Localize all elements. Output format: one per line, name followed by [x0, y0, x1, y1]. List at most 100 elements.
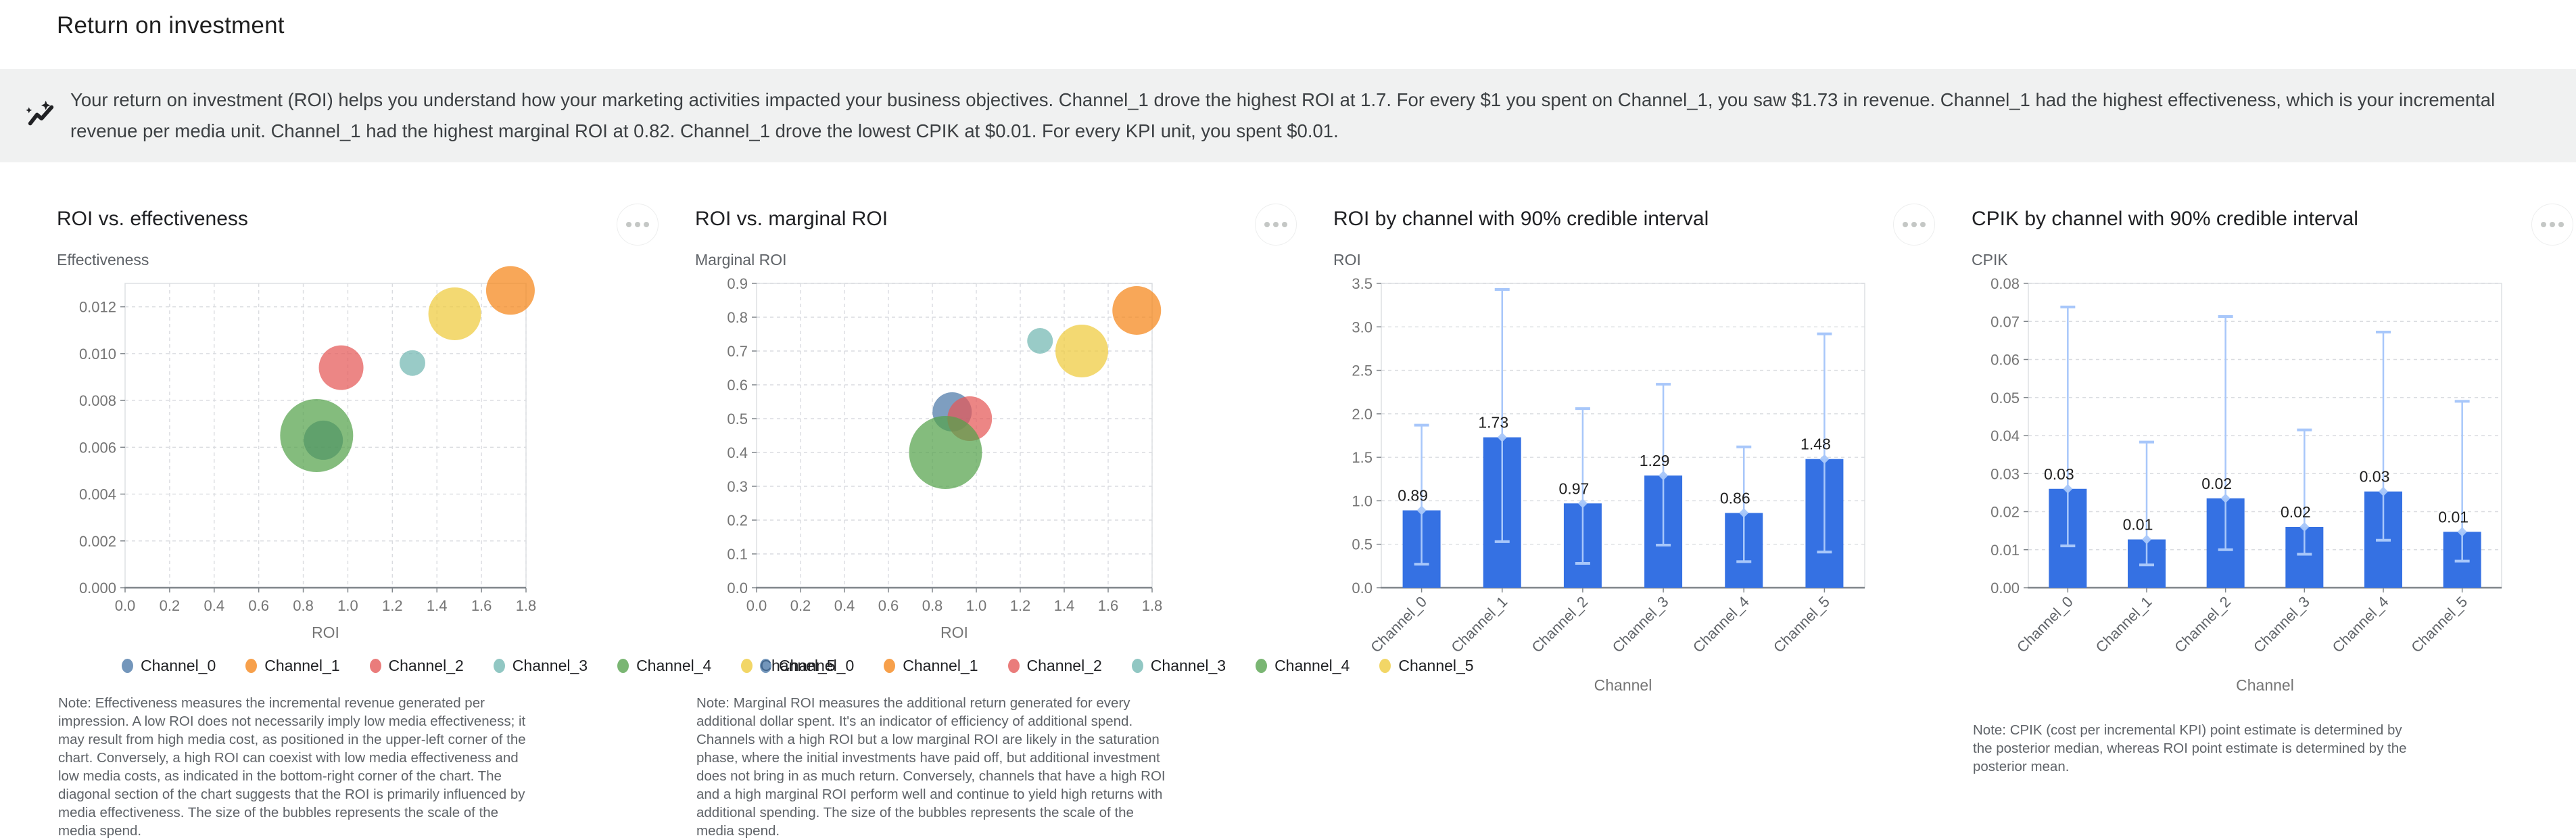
legend-item-Channel_3: Channel_3 [1131, 657, 1226, 675]
legend-label: Channel_4 [1274, 656, 1350, 674]
legend-swatch [1131, 658, 1143, 673]
svg-text:0.4: 0.4 [727, 444, 748, 461]
more-options-button[interactable] [617, 204, 659, 246]
svg-text:1.2: 1.2 [1010, 597, 1031, 614]
svg-text:2.0: 2.0 [1352, 406, 1373, 423]
insight-banner: Your return on investment (ROI) helps yo… [0, 69, 2576, 162]
svg-text:1.0: 1.0 [966, 597, 987, 614]
y-axis-title: CPIK [1972, 251, 2008, 269]
bubble-Channel_4 [280, 399, 354, 472]
more-options-button[interactable] [1255, 204, 1297, 246]
chart-title: ROI vs. effectiveness [57, 208, 248, 230]
svg-text:0.0: 0.0 [746, 597, 767, 614]
category-label: Channel_3 [1609, 593, 1672, 656]
svg-text:0.010: 0.010 [79, 346, 116, 363]
svg-text:3.0: 3.0 [1352, 319, 1373, 335]
svg-text:0.9: 0.9 [727, 275, 748, 292]
bubble-Channel_2 [318, 345, 364, 390]
ellipsis-icon [635, 222, 640, 227]
page-title: Return on investment [57, 12, 285, 39]
legend-label: Channel_1 [264, 656, 340, 674]
bar-svg: 0.00 0.01 0.02 0.03 0.04 0.05 0.06 0.07 0.08 0.03… [1990, 275, 2502, 694]
svg-text:0.08: 0.08 [1990, 275, 2020, 292]
svg-text:0.008: 0.008 [79, 392, 116, 409]
category-label: Channel_2 [2171, 593, 2234, 656]
svg-text:0.5: 0.5 [727, 411, 748, 427]
more-options-button[interactable] [2531, 204, 2573, 246]
svg-text:0.7: 0.7 [727, 343, 748, 360]
charts-row: ROI vs. effectiveness Effectiveness 0.0 0… [0, 204, 2576, 840]
svg-text:0.1: 0.1 [727, 546, 748, 563]
chart-card-roi-vs-marginal-roi: ROI vs. marginal ROI Marginal ROI 0.0 0.2… [692, 204, 1474, 840]
svg-text:0.03: 0.03 [1990, 465, 2020, 482]
svg-text:0.8: 0.8 [727, 309, 748, 326]
insights-sparkle-icon [26, 99, 57, 134]
y-axis-title: ROI [1333, 251, 1361, 269]
svg-text:0.8: 0.8 [922, 597, 943, 614]
bubble-Channel_5 [428, 287, 481, 340]
chart-title: ROI by channel with 90% credible interva… [1333, 208, 1709, 230]
scatter-svg: 0.0 0.2 0.4 0.6 0.8 1.0 1.2 1.4 1.6 1.8 0.0 0.1 0.2 0… [727, 275, 1162, 641]
bar-value-label: 0.89 [1398, 487, 1428, 505]
legend-label: Channel_0 [779, 656, 855, 674]
category-label: Channel_3 [2250, 593, 2313, 656]
category-label: Channel_5 [2408, 593, 2471, 656]
svg-text:ROI: ROI [940, 624, 968, 641]
legend-item-Channel_4: Channel_4 [617, 657, 711, 675]
more-options-button[interactable] [1893, 204, 1935, 246]
svg-text:1.5: 1.5 [1352, 449, 1373, 466]
svg-text:1.8: 1.8 [516, 597, 537, 614]
category-label: Channel_4 [2329, 593, 2392, 656]
chart-card-cpik-by-channel: CPIK by channel with 90% credible interv… [1969, 204, 2576, 840]
chart-card-roi-by-channel: ROI by channel with 90% credible interva… [1331, 204, 1939, 840]
legend-swatch [617, 658, 629, 673]
bubble-Channel_1 [1112, 286, 1162, 335]
svg-text:0.05: 0.05 [1990, 390, 2020, 406]
svg-text:0.04: 0.04 [1990, 427, 2020, 444]
svg-text:Channel: Channel [2236, 676, 2294, 694]
chart-note: Note: Marginal ROI measures the addition… [696, 695, 1166, 839]
scatter-plot: 0.0 0.2 0.4 0.6 0.8 1.0 1.2 1.4 1.6 1.8 0.0 0.1 0.2 0… [692, 275, 1301, 645]
bar-value-label: 0.02 [2281, 503, 2311, 521]
category-label: Channel_5 [1770, 593, 1833, 656]
chart-legend: Channel_0 Channel_1 Channel_2 Channel_3 Chan… [122, 655, 836, 676]
svg-text:0.2: 0.2 [790, 597, 811, 614]
svg-text:0.6: 0.6 [727, 377, 748, 394]
svg-text:1.0: 1.0 [1352, 492, 1373, 509]
svg-text:0.4: 0.4 [834, 597, 855, 614]
svg-text:0.6: 0.6 [878, 597, 899, 614]
legend-label: Channel_5 [760, 656, 836, 674]
legend-swatch [1256, 658, 1268, 673]
category-label: Channel_1 [2093, 593, 2155, 656]
svg-text:0.07: 0.07 [1990, 313, 2020, 330]
bar-value-label: 0.01 [2123, 516, 2153, 534]
svg-text:0.01: 0.01 [1990, 542, 2020, 559]
svg-text:0.2: 0.2 [727, 512, 748, 529]
bar-value-label: 1.48 [1800, 436, 1831, 453]
scatter-svg: 0.0 0.2 0.4 0.6 0.8 1.0 1.2 1.4 1.6 1.8 0.000 0.002… [79, 266, 536, 641]
svg-text:0.2: 0.2 [160, 597, 181, 614]
legend-swatch [122, 658, 133, 673]
category-label: Channel_1 [1448, 593, 1510, 656]
legend-swatch [884, 658, 896, 673]
svg-text:Channel: Channel [1594, 676, 1652, 694]
bubble-Channel_3 [1027, 328, 1053, 354]
legend-item-Channel_0: Channel_0 [122, 657, 216, 675]
svg-text:0.06: 0.06 [1990, 352, 2020, 369]
svg-text:1.4: 1.4 [1054, 597, 1075, 614]
svg-text:0.002: 0.002 [79, 533, 116, 550]
bar-value-label: 1.29 [1640, 452, 1670, 469]
legend-item-Channel_5: Channel_5 [1379, 657, 1474, 675]
svg-text:0.0: 0.0 [727, 580, 748, 597]
ellipsis-icon [1282, 222, 1287, 227]
legend-swatch [741, 658, 753, 673]
ellipsis-icon [1264, 222, 1270, 227]
svg-text:1.4: 1.4 [427, 597, 448, 614]
legend-item-Channel_5: Channel_5 [741, 656, 836, 675]
bubble-Channel_1 [485, 266, 535, 315]
ellipsis-icon [1920, 222, 1926, 227]
chart-title: ROI vs. marginal ROI [695, 208, 888, 230]
svg-text:0.0: 0.0 [115, 597, 136, 614]
bar-value-label: 0.86 [1720, 489, 1750, 507]
legend-swatch [1007, 658, 1020, 673]
